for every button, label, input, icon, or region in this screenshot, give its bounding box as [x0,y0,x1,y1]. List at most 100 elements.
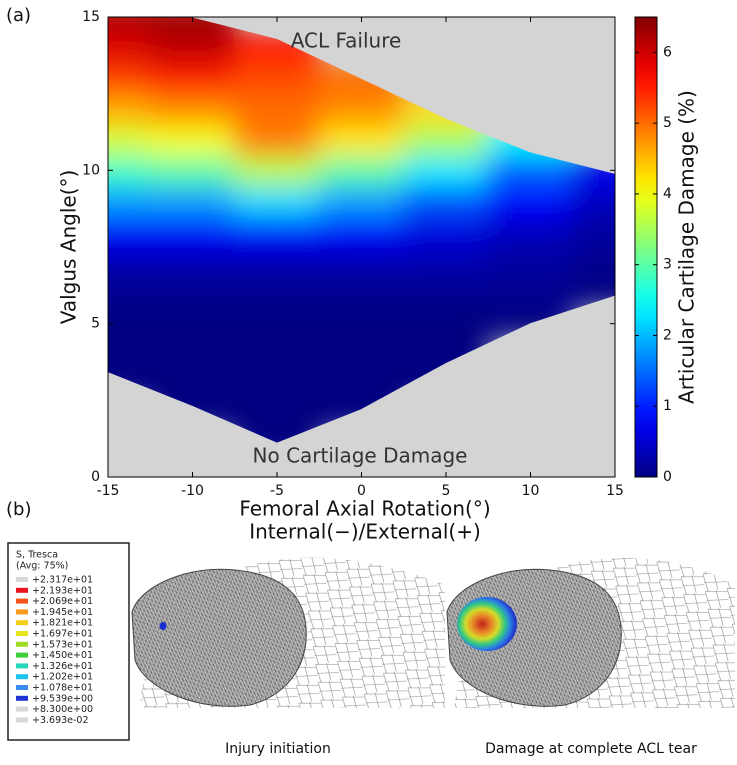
field-cell [318,277,405,310]
field-cell [234,338,321,371]
mesh-right [447,558,735,708]
legend-entry: +9.539e+00 [32,693,93,704]
damage-spot [457,597,517,651]
legend-swatch [16,620,28,625]
field-cell [234,154,321,187]
legend-entry: +1.326e+01 [32,661,93,672]
colorbar-tick-label: 0 [663,469,672,485]
legend-title: S, Tresca [16,550,58,561]
field-cell [149,277,236,310]
caption: Injury initiation [225,741,331,757]
legend-swatch [16,663,28,668]
field-cell [149,93,236,126]
legend-swatch [16,707,28,712]
field-cell [149,307,236,340]
field-cell [487,215,574,248]
legend-entry: +1.450e+01 [32,650,93,661]
legend-entry: +1.697e+01 [32,629,93,640]
colorbar [635,17,657,477]
colorbar-label: Articular Cartilage Damage (%) [675,90,699,404]
field-cell [149,338,236,371]
field-cell [234,215,321,248]
field-cell [149,31,236,64]
panel-label: (b) [6,499,31,520]
field-cell [487,277,574,310]
y-tick-label: 0 [91,469,100,485]
legend-entry: +1.573e+01 [32,639,93,650]
legend-entry: +3.693e-02 [32,715,89,726]
field-cell [234,185,321,218]
field-cell [318,185,405,218]
cartilage-mesh [132,569,306,706]
legend-swatch [16,717,28,722]
field-cell [318,338,405,371]
field-cell [234,399,321,432]
caption: Damage at complete ACL tear [485,741,697,757]
legend-entry: +1.821e+01 [32,618,93,629]
legend-swatch [16,696,28,701]
legend-title: (Avg: 75%) [16,561,68,572]
annotation: ACL Failure [291,29,402,53]
field-cell [234,369,321,402]
colorbar-tick-label: 1 [663,398,672,414]
field-cell [403,154,490,187]
field-cell [403,307,490,340]
y-tick-label: 15 [82,9,100,25]
page: {"panel_a_label": "(a)", "chart_data": {… [0,0,737,765]
field-cell [149,215,236,248]
y-tick-label: 10 [82,162,100,178]
legend-swatch [16,609,28,614]
mesh-left [132,558,445,708]
x-tick-label: 10 [522,483,540,499]
legend: S, Tresca(Avg: 75%)+2.317e+01+2.193e+01+… [8,543,129,740]
damage-spot [160,622,167,630]
field-cell [149,154,236,187]
legend-entry: +2.193e+01 [32,585,93,596]
legend-entry: +1.202e+01 [32,672,93,683]
field-cell [318,307,405,340]
legend-swatch [16,631,28,636]
x-axis-label: Femoral Axial Rotation(°) [239,497,490,521]
legend-entry: +2.069e+01 [32,596,93,607]
field-cell [234,123,321,156]
colorbar-tick-label: 6 [663,44,672,60]
panel-label: (a) [6,5,31,26]
x-tick-label: -10 [181,483,204,499]
annotation: No Cartilage Damage [253,444,468,468]
y-axis-label: Valgus Angle(°) [57,170,81,325]
field-cell [234,307,321,340]
legend-swatch [16,653,28,658]
colorbar-tick-label: 4 [663,186,672,202]
field-cell [149,62,236,95]
colorbar-tick-label: 3 [663,257,672,273]
y-tick-label: 5 [91,316,100,332]
field-cell [234,246,321,279]
colorbar-tick-label: 2 [663,327,672,343]
field-cell [234,93,321,126]
x-tick-label: -15 [97,483,120,499]
legend-swatch [16,642,28,647]
field-cell [318,123,405,156]
legend-entry: +2.317e+01 [32,575,93,586]
field-cell [318,215,405,248]
field-cell [318,154,405,187]
field-cell [487,185,574,218]
figure: (a) -15-10-5051015051015ACL FailureNo Ca… [0,0,737,765]
colorbar-tick-label: 5 [663,115,672,131]
legend-swatch [16,599,28,604]
legend-entry: +8.300e+00 [32,704,93,715]
legend-swatch [16,685,28,690]
field-cell [149,246,236,279]
legend-swatch [16,674,28,679]
field-cell [403,215,490,248]
legend-entry: +1.945e+01 [32,607,93,618]
field-cell [318,246,405,279]
legend-swatch [16,588,28,593]
field-cell [318,93,405,126]
field-cell [234,62,321,95]
field-cell [403,246,490,279]
field-cell [487,246,574,279]
field-cell [149,123,236,156]
x-tick-label: 15 [606,483,624,499]
